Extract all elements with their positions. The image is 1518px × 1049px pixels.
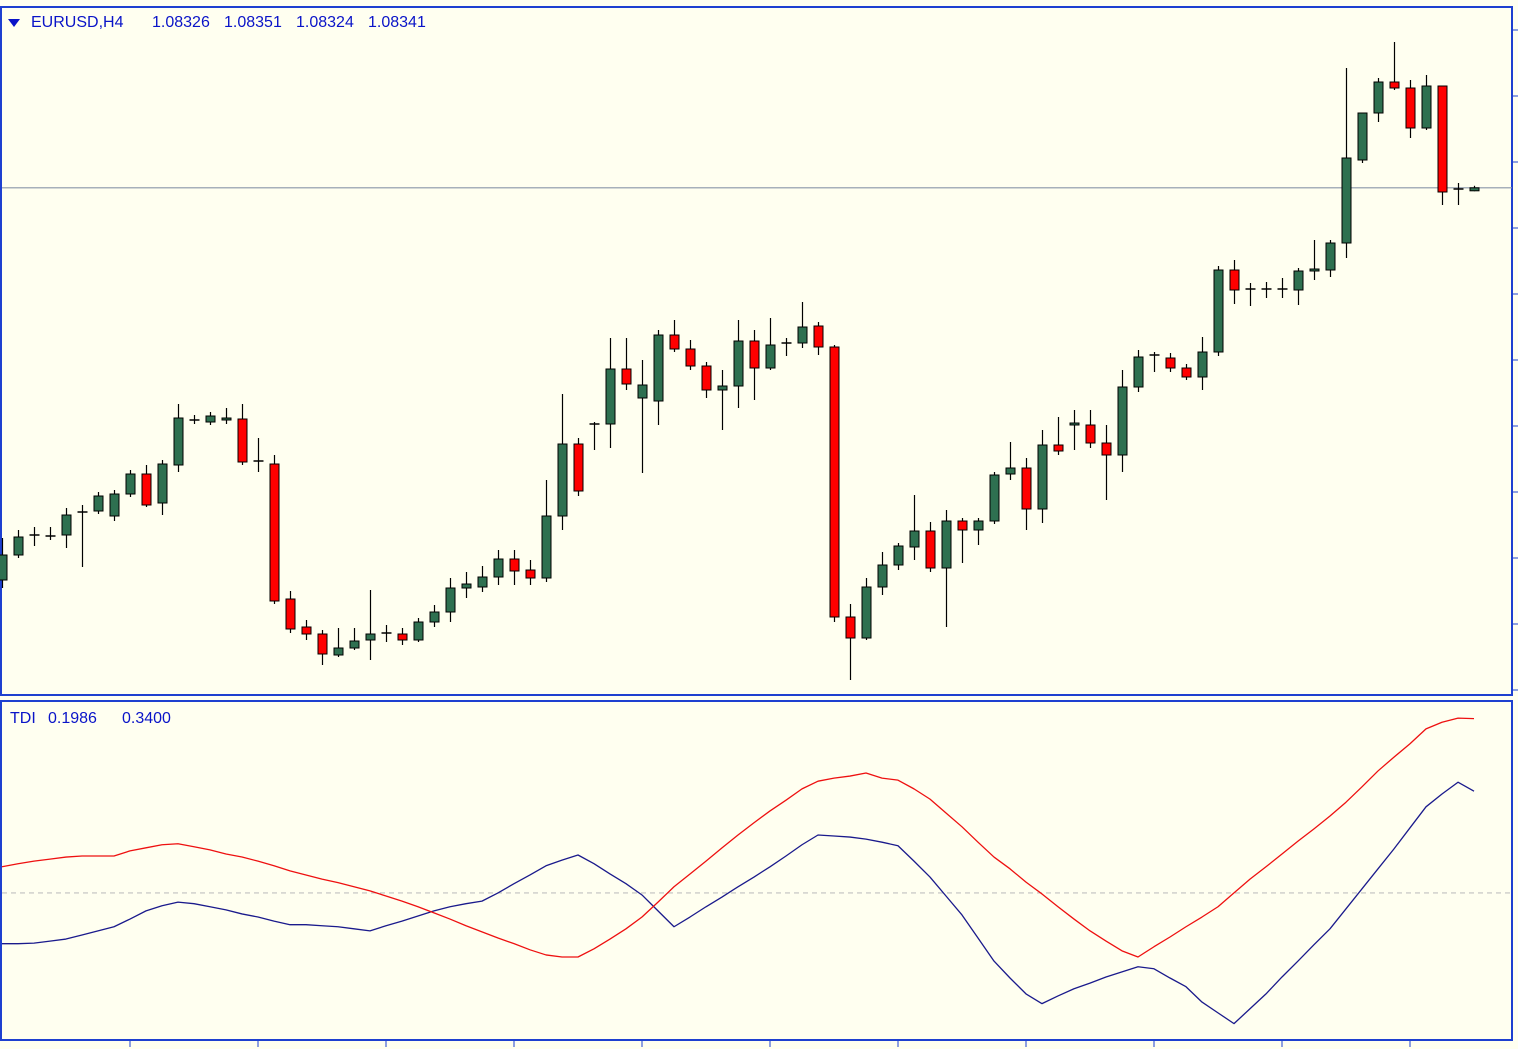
candle-body — [285, 598, 296, 630]
candle-body — [1117, 386, 1128, 456]
candle-body — [1405, 87, 1416, 129]
candle-body — [941, 520, 952, 569]
candle-body — [973, 520, 984, 531]
symbol-label: EURUSD,H4 — [31, 14, 124, 31]
candle-body — [765, 344, 776, 369]
candle-body — [173, 417, 184, 466]
candle-body — [1293, 270, 1304, 291]
candle-body — [0, 554, 8, 581]
candle-body — [701, 365, 712, 391]
candle-body — [445, 587, 456, 613]
candle-body — [925, 530, 936, 569]
candle-body — [1101, 442, 1112, 456]
candle-body — [221, 417, 232, 421]
candle-body — [557, 443, 568, 517]
candle-body — [877, 564, 888, 588]
candle-body — [1341, 157, 1352, 244]
indicator-value: 0.1986 — [48, 710, 97, 727]
indicator-line — [1, 717, 1475, 958]
candle-body — [861, 586, 872, 639]
candle-body — [269, 463, 280, 602]
candle-body — [909, 530, 920, 548]
candle-body — [989, 474, 1000, 522]
candle-body — [829, 346, 840, 618]
candle-body — [429, 611, 440, 623]
candle-body — [685, 348, 696, 367]
price-layer — [0, 42, 1512, 680]
candle-body — [1181, 367, 1192, 378]
low-label: 1.08324 — [296, 14, 354, 31]
candle-body — [1133, 356, 1144, 388]
candle-body — [493, 558, 504, 578]
close-label: 1.08341 — [368, 14, 426, 31]
candle-body — [637, 384, 648, 399]
candle-body — [573, 443, 584, 492]
collapse-arrow[interactable] — [8, 19, 20, 27]
candle-body — [541, 515, 552, 579]
candle-body — [653, 334, 664, 402]
candle-body — [605, 368, 616, 425]
open-label: 1.08326 — [152, 14, 210, 31]
candle-body — [61, 514, 72, 536]
candle-body — [733, 340, 744, 387]
candle-body — [13, 536, 24, 556]
candle-body — [109, 493, 120, 517]
candle-body — [957, 520, 968, 531]
candle-body — [477, 576, 488, 588]
candle-body — [749, 340, 760, 369]
candle-body — [237, 418, 248, 463]
candle-body — [1357, 112, 1368, 161]
candle-body — [845, 616, 856, 639]
candle-body — [205, 415, 216, 423]
candle-body — [1085, 424, 1096, 444]
candle-body — [1197, 351, 1208, 378]
candle-body — [1037, 444, 1048, 510]
candle-body — [141, 473, 152, 506]
candle-body — [717, 385, 728, 391]
candle-body — [1325, 242, 1336, 271]
indicator-layer — [1, 717, 1512, 1025]
candle-body — [893, 545, 904, 566]
candle-body — [1437, 85, 1448, 193]
candle-body — [1421, 85, 1432, 129]
candle-body — [1021, 467, 1032, 510]
candle-body — [1213, 269, 1224, 353]
candle-body — [1229, 269, 1240, 291]
high-label: 1.08351 — [224, 14, 282, 31]
candle-body — [365, 633, 376, 641]
candle-body — [125, 473, 136, 495]
candle-body — [1373, 81, 1384, 114]
indicator-line — [2, 781, 1475, 1025]
candle-body — [301, 626, 312, 635]
indicator-panel — [0, 700, 1513, 1041]
candle-body — [525, 569, 536, 579]
candle-body — [413, 621, 424, 641]
candle-body — [621, 368, 632, 385]
candle-body — [397, 633, 408, 641]
indicator-title: TDI — [10, 710, 36, 727]
candle-body — [157, 463, 168, 504]
candle-body — [333, 647, 344, 656]
candle-body — [1469, 187, 1480, 192]
candle-body — [1053, 444, 1064, 452]
candle-body — [1389, 81, 1400, 89]
candle-body — [797, 326, 808, 344]
candle-body — [669, 334, 680, 350]
indicator-value: 0.3400 — [122, 710, 171, 727]
candle-body — [813, 325, 824, 348]
candle-body — [93, 495, 104, 512]
candle-body — [509, 558, 520, 572]
candle-body — [349, 640, 360, 649]
candle-body — [461, 583, 472, 589]
candle-body — [1005, 467, 1016, 475]
candle-body — [1309, 268, 1320, 272]
candle-body — [1069, 422, 1080, 426]
candle-body — [1165, 357, 1176, 369]
candle-body — [317, 633, 328, 655]
